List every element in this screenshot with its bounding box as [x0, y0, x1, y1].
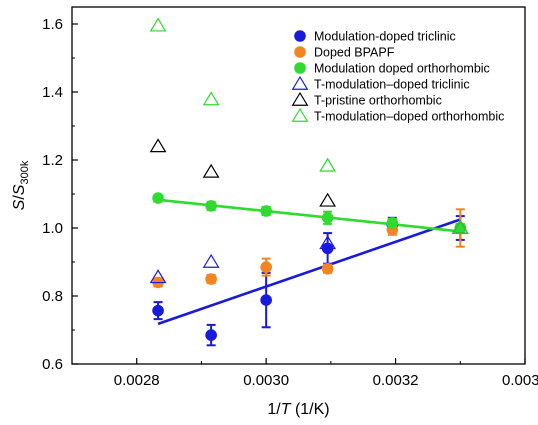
legend-label: Doped BPAPF [314, 46, 395, 60]
legend: Modulation-doped triclinic Doped BPAPF Mod… [291, 30, 504, 124]
legend-marker [294, 46, 306, 58]
data-point [319, 192, 337, 207]
axis-ticks: 0.0028 0.0030 0.0032 0.0034 0.6 0.8 1.0 1.2 1.4 1… [42, 16, 538, 389]
legend-label: Modulation-doped triclinic [314, 30, 456, 44]
data-point [149, 138, 167, 153]
fit-line [157, 218, 461, 326]
fit-lines [157, 198, 461, 326]
error-bars [153, 193, 465, 347]
data-point [319, 157, 337, 172]
data-point [205, 329, 217, 341]
data-point [321, 212, 334, 224]
legend-marker [294, 30, 306, 42]
data-point [202, 163, 220, 178]
data-point [321, 262, 334, 275]
fit-line [157, 198, 461, 233]
data-point [202, 91, 220, 106]
data-point [205, 200, 217, 212]
y-tick-label: 1.2 [42, 152, 63, 169]
x-tick-label: 0.0032 [373, 372, 419, 389]
data-point [149, 269, 167, 284]
y-axis-title: S/S300k [11, 160, 31, 210]
x-tick-label: 0.0034 [502, 372, 538, 389]
data-point [205, 273, 217, 285]
y-tick-label: 1.4 [42, 84, 63, 101]
x-tick-label: 0.0030 [243, 372, 289, 389]
legend-label: T-modulation–doped triclinic [314, 78, 470, 92]
legend-marker [294, 62, 306, 74]
y-tick-label: 0.6 [42, 356, 63, 373]
legend-marker [291, 75, 309, 90]
data-point [152, 304, 164, 317]
data-point [260, 261, 272, 273]
y-tick-label: 0.8 [42, 288, 63, 305]
y-tick-label: 1.6 [42, 16, 63, 33]
x-tick-label: 0.0028 [114, 372, 160, 389]
data-point [451, 219, 469, 234]
legend-marker [291, 107, 309, 122]
data-point [202, 253, 220, 268]
data-point [260, 294, 272, 306]
data-markers [149, 17, 469, 341]
legend-label: T-modulation–doped orthorhombic [314, 110, 504, 124]
plot-frame [71, 6, 526, 365]
y-tick-label: 1.0 [42, 220, 63, 237]
legend-label: T-pristine orthorhombic [314, 94, 442, 108]
legend-label: Modulation doped orthorhombic [314, 62, 490, 76]
data-point [260, 205, 272, 217]
legend-marker [291, 91, 309, 106]
x-axis-title: 1/T (1/K) [267, 401, 329, 418]
data-point [149, 17, 167, 32]
data-point [319, 235, 337, 250]
data-point [152, 192, 164, 204]
data-point [386, 217, 399, 229]
